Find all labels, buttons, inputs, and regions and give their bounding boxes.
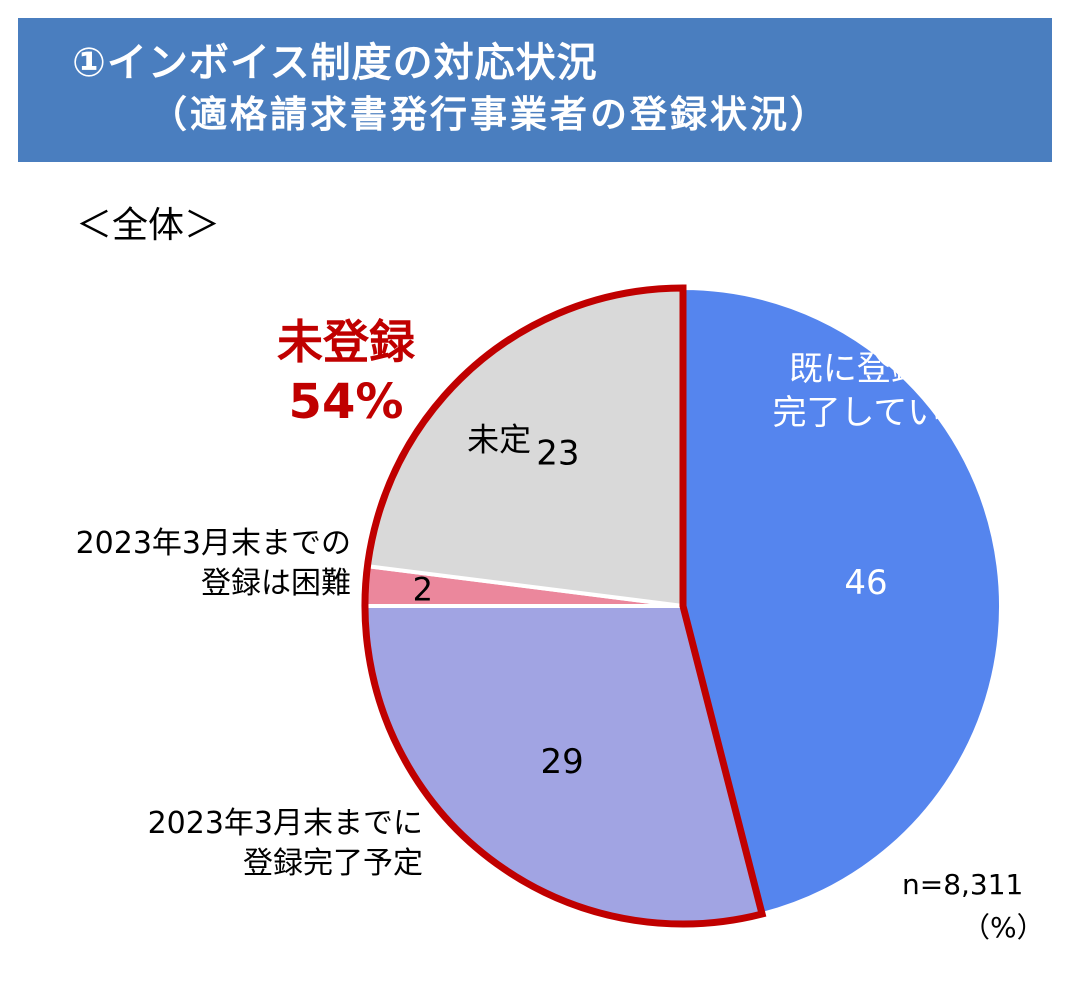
slice-name-difficult: 2023年3月末までの 登録は困難 [76, 524, 351, 604]
page-title: ①インボイス制度の対応状況 [72, 40, 598, 86]
slice-value-label-2: 2 [413, 571, 433, 609]
slice-name-label-0-line1: 既に登録が [789, 349, 959, 389]
unregistered-callout-label: 未登録 [277, 315, 415, 369]
chart-subtitle: ＜全体＞ [76, 205, 221, 246]
slice-name-label-0-line2: 完了している [772, 393, 975, 433]
pie-slice-0 [681, 285, 1003, 917]
unit-note: （%） [962, 911, 1045, 944]
slice-name-planned-line2: 登録完了予定 [243, 846, 423, 881]
slice-name-label-3-line1: 未定 [467, 420, 531, 458]
title-banner [18, 18, 1052, 162]
slice-name-difficult-line1: 2023年3月末までの [75, 526, 351, 561]
slice-name-planned-line1: 2023年3月末までに [147, 806, 423, 841]
slice-value-label-3: 23 [536, 434, 579, 474]
unregistered-callout-value: 54% [288, 374, 404, 430]
page-title-subline: （適格請求書発行事業者の登録状況） [150, 93, 830, 136]
slice-value-label-0: 46 [844, 563, 887, 603]
slice-value-label-1: 29 [541, 742, 584, 782]
slice-name-difficult-line2: 登録は困難 [201, 566, 351, 601]
sample-size: n=8,311 [902, 868, 1024, 901]
unregistered-highlight-outline [361, 284, 767, 928]
slice-name-planned: 2023年3月末までに 登録完了予定 [148, 804, 423, 884]
